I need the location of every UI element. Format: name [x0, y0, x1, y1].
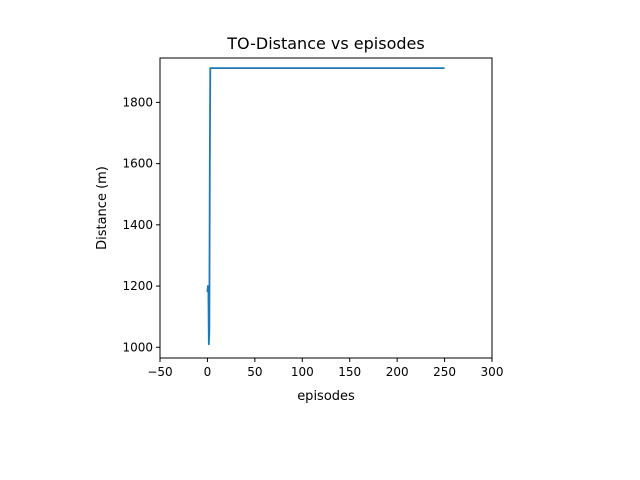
chart-title: TO-Distance vs episodes — [226, 34, 424, 53]
x-tick-label: 0 — [204, 365, 212, 379]
y-tick-label: 1400 — [122, 218, 153, 232]
y-tick-label: 1000 — [122, 340, 153, 354]
x-tick-label: 150 — [338, 365, 361, 379]
x-axis-ticks: −50 0 50 100 150 200 250 300 — [147, 358, 503, 379]
x-tick-label: 50 — [247, 365, 262, 379]
y-axis-label: Distance (m) — [95, 166, 110, 250]
series-layer — [206, 67, 445, 346]
y-tick-label: 1200 — [122, 279, 153, 293]
axes-frame — [159, 57, 493, 359]
x-axis-label: episodes — [297, 389, 355, 404]
series-line-0 — [206, 67, 445, 346]
x-tick-label: −50 — [147, 365, 172, 379]
x-tick-label: 100 — [291, 365, 314, 379]
x-tick-label: 300 — [481, 365, 504, 379]
y-axis-ticks: 1000 1200 1400 1600 1800 — [122, 95, 160, 354]
y-tick-label: 1600 — [122, 157, 153, 171]
x-tick-label: 250 — [433, 365, 456, 379]
y-tick-label: 1800 — [122, 95, 153, 109]
x-tick-label: 200 — [386, 365, 409, 379]
